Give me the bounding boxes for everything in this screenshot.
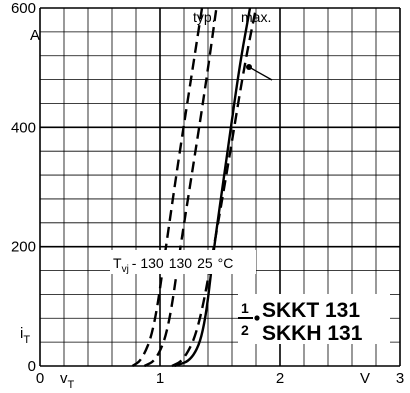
title-line-1: SKKT 131 (262, 299, 360, 322)
y-tick-label: 600 (11, 0, 36, 17)
svg-text:1: 1 (241, 300, 249, 316)
x-tick-label: 1 (156, 370, 164, 387)
typ-label: typ. (193, 9, 216, 25)
svg-text:2: 2 (241, 322, 249, 338)
x-tick-label: 0 (36, 370, 44, 387)
series-lines (131, 7, 258, 368)
max-label: max. (241, 9, 271, 25)
series-line-typ-neg130 (131, 7, 204, 368)
tick-labels: 200 400 600 00 1 2 3 (11, 0, 404, 387)
title-line-2: SKKH 131 (262, 322, 363, 345)
x-tick-label: 3 (396, 370, 404, 387)
x-unit-label: V (360, 370, 370, 387)
y-tick-label: 200 (11, 239, 36, 256)
y-unit-label: A (30, 27, 40, 44)
pointer-arrow (248, 66, 273, 81)
x-axis-label: vT (60, 370, 75, 391)
part-title: 1 2 SKKT 131 SKKH 131 (238, 294, 390, 345)
y-axis-label: iT (20, 325, 30, 346)
temperature-label: Tvj - 130 130 25 °C (110, 250, 256, 275)
x-tick-label: 2 (276, 370, 284, 387)
y-tick-label: 400 (11, 119, 36, 136)
y-tick-label: 0 (28, 358, 36, 375)
